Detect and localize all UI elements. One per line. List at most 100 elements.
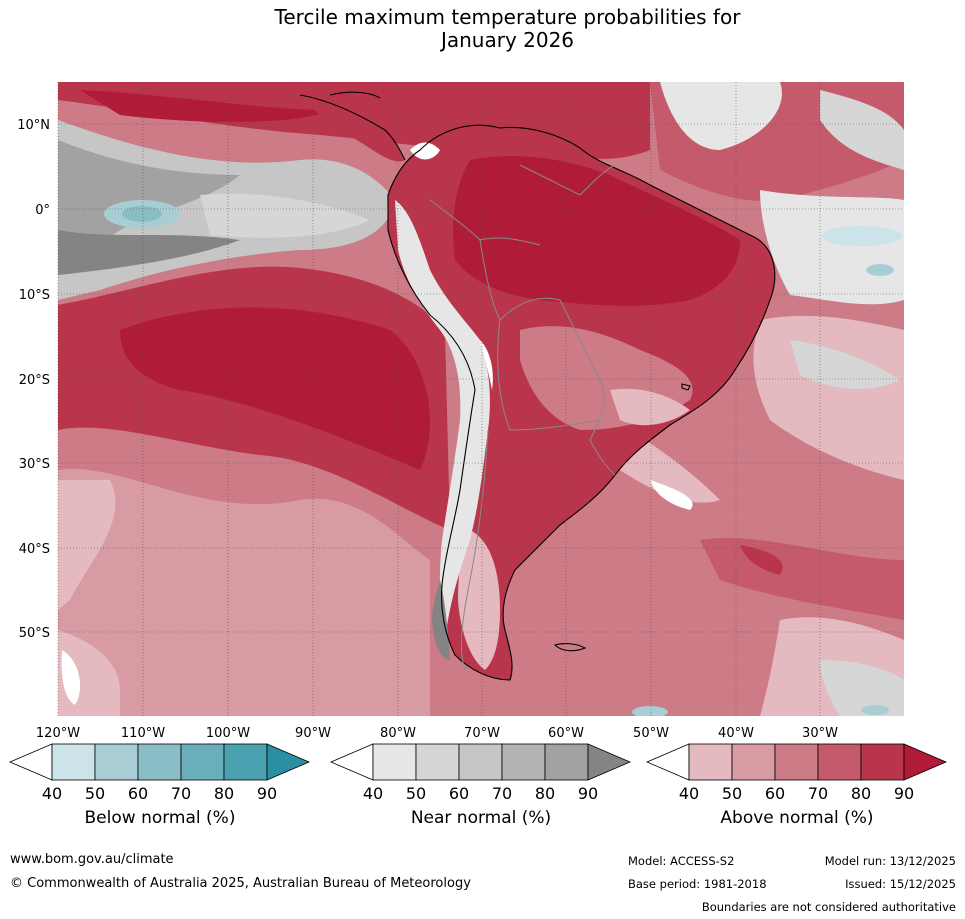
- copyright-text: © Commonwealth of Australia 2025, Austra…: [10, 876, 471, 891]
- field-south-atlantic-grey: [790, 340, 900, 390]
- field-southwest-lighter: [58, 480, 116, 610]
- coastline-island: [681, 383, 691, 391]
- colorbar-tick-label: 80: [535, 784, 555, 803]
- colorbar-segment: [544, 743, 589, 781]
- lon-label: 70°W: [464, 726, 500, 741]
- field-south-atlantic-core: [740, 545, 783, 575]
- lon-label: 100°W: [206, 726, 250, 741]
- field-south-light: [58, 468, 430, 716]
- lat-label: 0°: [35, 203, 50, 218]
- map-title: Tercile maximum temperature probabilitie…: [0, 6, 965, 52]
- colorbar-segment: [180, 743, 225, 781]
- field-equatorial-dark-grey: [58, 140, 240, 255]
- border-bolivia: [497, 319, 601, 431]
- lat-label: 30°S: [19, 457, 50, 472]
- colorbar-segment: [774, 743, 819, 781]
- land-patagonia-dark: [432, 580, 450, 660]
- field-below-normal-core: [122, 206, 162, 222]
- model-run-text: Model run: 13/12/2025: [824, 854, 956, 868]
- colorbar-segment: [860, 743, 905, 781]
- probability-field: [58, 82, 904, 716]
- disclaimer-text: Boundaries are not considered authoritat…: [701, 900, 956, 914]
- land-north-white: [410, 142, 440, 160]
- colorbar-extend-high: [903, 743, 948, 781]
- colorbar-segment: [415, 743, 460, 781]
- field-equatorial-darkest: [58, 230, 240, 275]
- colorbar-below-normal: 40 50 60 70 80 90: [8, 743, 311, 803]
- colorbar-segment: [688, 743, 733, 781]
- latitude-labels: 10°N 0° 10°S 20°S 30°S 40°S 50°S: [17, 118, 50, 641]
- colorbar-tick-label: 60: [128, 784, 148, 803]
- field-atlantic-grey-ne: [820, 90, 904, 170]
- lon-label: 30°W: [802, 726, 838, 741]
- border-paraguay: [559, 299, 605, 441]
- border-colombia: [429, 199, 541, 246]
- colorbar-tick-label: 80: [214, 784, 234, 803]
- colorbar-segment: [731, 743, 776, 781]
- colorbar-segment: [458, 743, 503, 781]
- field-atlantic-blue-small: [866, 264, 894, 276]
- field-north-core: [80, 90, 330, 122]
- base-period-text: Base period: 1981-2018: [628, 877, 767, 891]
- colorbar-tick-label: 60: [449, 784, 469, 803]
- border-peru-brazil: [479, 239, 561, 321]
- colorbar-extend-high: [587, 743, 632, 781]
- title-line-2: January 2026: [440, 28, 575, 52]
- colorbar-segment: [372, 743, 417, 781]
- model-text: Model: ACCESS-S2: [628, 854, 735, 868]
- coastline-central-america: [299, 94, 406, 161]
- gridlines: [57, 82, 904, 716]
- land-andes-grey: [395, 200, 490, 640]
- coastlines: [299, 91, 776, 681]
- field-atlantic-blue: [822, 226, 902, 246]
- coastline-south-america: [387, 124, 776, 681]
- issued-text: Issued: 15/12/2025: [845, 877, 956, 891]
- field-far-south-blue: [861, 705, 889, 715]
- field-atlantic-grey-north: [660, 82, 782, 150]
- country-borders: [429, 164, 616, 671]
- lon-label: 50°W: [633, 726, 669, 741]
- lat-label: 10°N: [17, 118, 50, 133]
- colorbar-tick-label: 90: [894, 784, 914, 803]
- lon-label: 40°W: [718, 726, 754, 741]
- colorbar-segment: [817, 743, 862, 781]
- colorbar-tick-label: 90: [257, 784, 277, 803]
- colorbar-extend-low: [8, 743, 53, 781]
- colorbar-tick-label: 50: [406, 784, 426, 803]
- lon-label: 120°W: [36, 726, 80, 741]
- land-central-light: [610, 388, 690, 426]
- colorbar-tick-label: 40: [679, 784, 699, 803]
- lon-label: 90°W: [295, 726, 331, 741]
- title-line-1: Tercile maximum temperature probabilitie…: [274, 5, 741, 29]
- colorbar-segment: [51, 743, 96, 781]
- colorbar-above-normal: 40 50 60 70 80 90: [645, 743, 948, 803]
- colorbar-extend-high: [266, 743, 311, 781]
- colorbar-tick-label: 70: [171, 784, 191, 803]
- field-southwest-white: [61, 650, 81, 705]
- colorbar-tick-label: 70: [808, 784, 828, 803]
- field-atlantic-white: [650, 480, 693, 510]
- field-atlantic-eq-grey: [760, 190, 904, 305]
- colorbar-segment: [94, 743, 139, 781]
- colorbar-tick-label: 40: [42, 784, 62, 803]
- colorbar-tick-label: 50: [722, 784, 742, 803]
- land-andes-white: [480, 340, 493, 390]
- colorbar-extend-low: [645, 743, 690, 781]
- lon-label: 60°W: [548, 726, 584, 741]
- colorbar-label-near: Near normal (%): [410, 808, 552, 828]
- colorbar-near-normal: 40 50 60 70 80 90: [329, 743, 632, 803]
- lat-label: 20°S: [19, 373, 50, 388]
- lat-label: 50°S: [19, 626, 50, 641]
- land-central-america: [300, 95, 405, 162]
- field-equatorial-light: [200, 193, 370, 238]
- colorbar-tick-label: 90: [578, 784, 598, 803]
- colorbar-segment: [137, 743, 182, 781]
- field-south-blue: [632, 706, 668, 716]
- land-patagonia-light: [458, 530, 500, 670]
- colorbar-extend-low: [329, 743, 374, 781]
- colorbar-tick-label: 40: [363, 784, 383, 803]
- colorbar-segment: [501, 743, 546, 781]
- coastline-falklands: [553, 643, 587, 652]
- border-chile-argentina: [460, 429, 489, 671]
